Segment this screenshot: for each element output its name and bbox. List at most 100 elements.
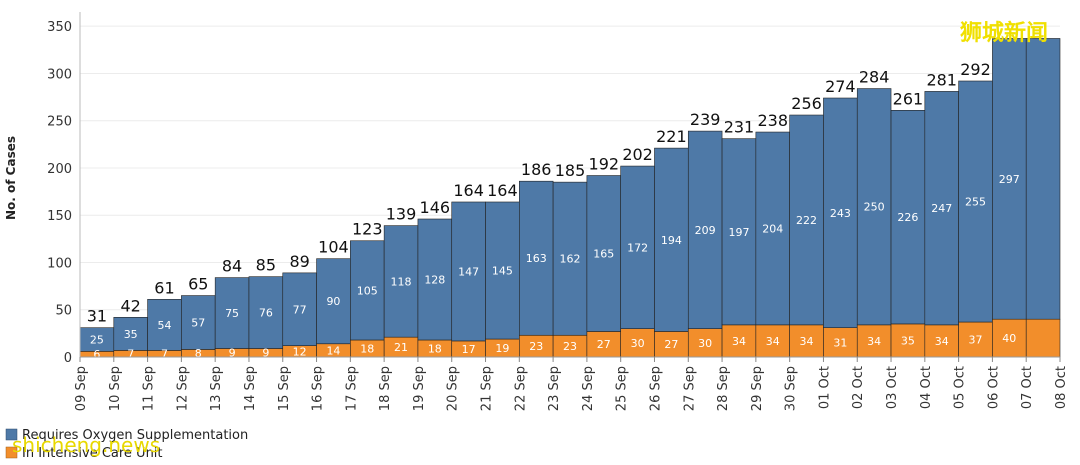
segment-label-icu: 35 xyxy=(901,334,915,347)
x-tick-label: 06 Oct xyxy=(986,366,1001,409)
x-tick-label: 03 Oct xyxy=(885,366,900,409)
x-tick-label: 25 Sep xyxy=(615,366,630,411)
x-tick-label: 19 Sep xyxy=(412,366,427,411)
segment-label-oxygen: 77 xyxy=(293,303,307,316)
segment-label-oxygen: 118 xyxy=(391,275,412,288)
segment-label-oxygen: 172 xyxy=(627,241,648,254)
segment-label-icu: 21 xyxy=(394,341,408,354)
x-tick-label: 24 Sep xyxy=(581,366,596,411)
segment-label-oxygen: 25 xyxy=(90,334,104,347)
segment-label-icu: 37 xyxy=(969,334,983,347)
bar-icu xyxy=(586,331,621,358)
x-tick-label: 15 Sep xyxy=(277,366,292,411)
x-tick-label: 13 Sep xyxy=(209,366,224,411)
segment-label-oxygen: 75 xyxy=(225,307,239,320)
total-label: 65 xyxy=(188,275,208,294)
y-tick-label: 200 xyxy=(47,162,72,177)
watermark-cn: 狮城新闻 xyxy=(960,20,1048,46)
bar-oxygen xyxy=(417,218,453,341)
segment-label-oxygen: 145 xyxy=(492,265,513,278)
bar-oxygen xyxy=(992,38,1027,320)
total-label: 123 xyxy=(352,220,383,239)
segment-label-icu: 14 xyxy=(326,344,340,357)
y-tick-label: 0 xyxy=(64,351,72,366)
bar-oxygen xyxy=(1025,38,1061,320)
segment-label-icu: 8 xyxy=(195,347,202,360)
segment-label-oxygen: 57 xyxy=(191,317,205,330)
bar-oxygen xyxy=(687,130,723,329)
x-tick-label: 07 Oct xyxy=(1020,366,1035,409)
bar-oxygen xyxy=(755,131,790,326)
total-label: 164 xyxy=(487,181,518,200)
legend-label-oxygen: Requires Oxygen Supplementation xyxy=(22,428,248,443)
bar-oxygen xyxy=(350,240,385,341)
total-label: 221 xyxy=(656,127,687,146)
segment-label-icu: 34 xyxy=(800,335,814,348)
total-label: 261 xyxy=(893,89,924,108)
segment-label-icu: 9 xyxy=(262,347,269,360)
y-axis-title: No. of Cases xyxy=(4,136,18,220)
segment-label-oxygen: 255 xyxy=(965,196,986,209)
x-tick-label: 14 Sep xyxy=(243,366,258,411)
segment-label-oxygen: 105 xyxy=(357,284,378,297)
bar-oxygen xyxy=(721,138,757,326)
total-label: 281 xyxy=(926,70,957,89)
segment-label-icu: 12 xyxy=(293,345,307,358)
segment-label-icu: 19 xyxy=(495,342,509,355)
y-tick-label: 150 xyxy=(47,209,72,224)
bar-oxygen xyxy=(316,258,351,345)
total-label: 31 xyxy=(87,307,107,326)
segment-label-icu: 27 xyxy=(664,338,678,351)
x-tick-label: 18 Sep xyxy=(378,366,393,411)
segment-label-icu: 27 xyxy=(597,338,611,351)
x-tick-label: 17 Sep xyxy=(344,366,359,411)
bar-oxygen xyxy=(552,181,588,336)
segment-label-oxygen: 76 xyxy=(259,307,273,320)
y-tick-label: 350 xyxy=(47,20,72,35)
segment-label-oxygen: 204 xyxy=(762,222,783,235)
bar-oxygen xyxy=(620,165,655,329)
segment-label-oxygen: 250 xyxy=(864,201,885,214)
bar-oxygen xyxy=(485,201,520,340)
segment-label-icu: 34 xyxy=(935,335,949,348)
total-label: 164 xyxy=(453,181,484,200)
total-label: 192 xyxy=(589,155,620,174)
x-tick-label: 30 Sep xyxy=(784,366,799,411)
segment-label-oxygen: 35 xyxy=(124,328,138,341)
total-label: 274 xyxy=(825,77,856,96)
legend-swatch-icu xyxy=(5,446,18,459)
bar-oxygen xyxy=(958,80,993,323)
total-label: 146 xyxy=(420,198,451,217)
segment-label-icu: 18 xyxy=(428,342,442,355)
total-label: 292 xyxy=(960,60,991,79)
segment-label-icu: 18 xyxy=(360,342,374,355)
segment-label-oxygen: 147 xyxy=(458,265,479,278)
x-tick-label: 09 Sep xyxy=(74,366,89,411)
bar-icu xyxy=(1025,318,1061,358)
x-tick-label: 21 Sep xyxy=(480,366,495,411)
bar-oxygen xyxy=(823,97,858,328)
segment-label-icu: 31 xyxy=(833,336,847,349)
bar-icu xyxy=(687,328,723,358)
segment-label-oxygen: 90 xyxy=(326,295,340,308)
total-label: 186 xyxy=(521,160,552,179)
bar-icu xyxy=(856,324,892,358)
bar-icu xyxy=(890,323,926,358)
x-tick-label: 02 Oct xyxy=(851,366,866,409)
x-tick-label: 27 Sep xyxy=(682,366,697,411)
total-label: 239 xyxy=(690,110,721,129)
x-tick-label: 29 Sep xyxy=(750,366,765,411)
data-labels: 256 31 35 7 42 54 7 61 57 8 65 75 9 84 76 9 85 77 12 89 90 14… xyxy=(87,60,1020,361)
bar-oxygen xyxy=(113,317,148,351)
segment-label-icu: 9 xyxy=(229,347,236,360)
legend: Requires Oxygen Supplementation In Inten… xyxy=(5,428,248,461)
bar-icu xyxy=(654,331,689,358)
segment-label-icu: 30 xyxy=(698,337,712,350)
bar-oxygen xyxy=(890,110,926,325)
segment-label-oxygen: 165 xyxy=(593,248,614,261)
axes: 0 50 100 150 200 250 300 350 09 Sep 10 Sep 11 Sep 1… xyxy=(47,12,1069,411)
segment-label-oxygen: 163 xyxy=(526,252,547,265)
segment-label-oxygen: 197 xyxy=(728,226,749,239)
bar-oxygen xyxy=(856,88,892,326)
